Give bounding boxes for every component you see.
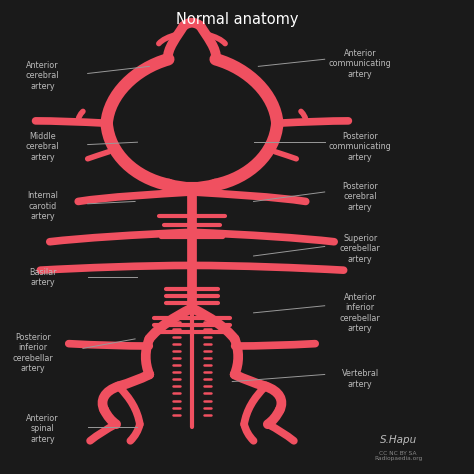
Text: Normal anatomy: Normal anatomy [176, 12, 298, 27]
Text: Anterior
spinal
artery: Anterior spinal artery [27, 414, 59, 444]
Text: Posterior
cerebral
artery: Posterior cerebral artery [342, 182, 378, 211]
Text: Superior
cerebellar
artery: Superior cerebellar artery [340, 234, 381, 264]
Text: Posterior
inferior
cerebellar
artery: Posterior inferior cerebellar artery [13, 333, 54, 373]
Text: S.Hapu: S.Hapu [380, 435, 417, 445]
Text: Vertebral
artery: Vertebral artery [342, 370, 379, 389]
Text: Posterior
communicating
artery: Posterior communicating artery [329, 132, 392, 162]
Text: Anterior
communicating
artery: Anterior communicating artery [329, 49, 392, 79]
Text: CC NC BY SA
Radiopaedia.org: CC NC BY SA Radiopaedia.org [374, 451, 422, 461]
Text: Internal
carotid
artery: Internal carotid artery [27, 191, 58, 221]
Text: Basilar
artery: Basilar artery [29, 268, 56, 287]
Text: Anterior
cerebral
artery: Anterior cerebral artery [26, 61, 59, 91]
Text: Anterior
inferior
cerebellar
artery: Anterior inferior cerebellar artery [340, 293, 381, 333]
Text: Middle
cerebral
artery: Middle cerebral artery [26, 132, 59, 162]
